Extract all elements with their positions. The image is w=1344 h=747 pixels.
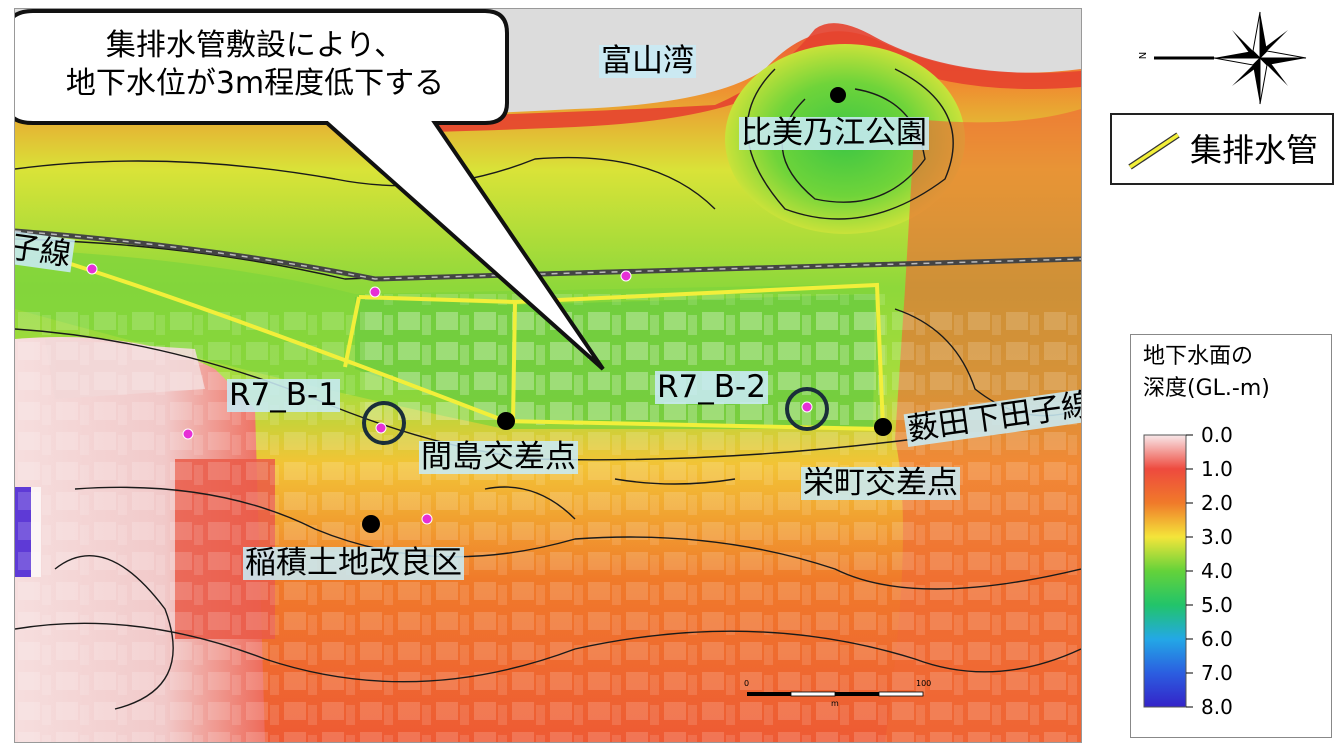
callout-line-2: 地下水位が3m程度低下する [65,65,445,101]
observation-point[interactable] [801,401,813,413]
legend-tick-label: 6.0 [1201,627,1233,651]
observation-point[interactable] [375,422,387,434]
observation-point[interactable] [369,286,381,298]
legend-depth-title: 地下水面の 深度(GL.-m) [1143,341,1270,405]
north-letter: N [1138,51,1150,60]
legend-tick-label: 0.0 [1201,423,1233,447]
park-marker[interactable] [830,87,846,103]
legend-tick-label: 1.0 [1201,457,1233,481]
callout-bubble [15,9,605,371]
observation-point[interactable] [182,428,194,440]
scale-start: 0 [744,679,750,688]
legend-tick-label: 8.0 [1201,695,1233,719]
well-r7-b1-circle[interactable] [362,401,406,445]
legend-tick-label: 7.0 [1201,661,1233,685]
legend-pipe: 集排水管 [1110,113,1334,185]
label-majima-intersection: 間島交差点 [419,439,578,475]
label-well-r7-b1: R7_B-1 [227,377,340,413]
well-r7-b2-circle[interactable] [785,387,829,431]
majima-intersection-marker[interactable] [497,412,515,430]
legend-pipe-label: 集排水管 [1190,131,1319,169]
label-district: 稲積土地改良区 [243,545,464,581]
sakae-intersection-marker[interactable] [874,418,892,436]
pipe-line-icon [1128,132,1180,170]
observation-point[interactable] [620,270,632,282]
callout-text: 集排水管敷設により、 地下水位が3m程度低下する [15,27,495,102]
label-sakae-intersection: 栄町交差点 [801,465,960,501]
observation-point[interactable] [421,513,433,525]
legend-tick-label: 5.0 [1201,593,1233,617]
label-toyama-bay: 富山湾 [599,43,696,79]
legend-depth: 地下水面の 深度(GL.-m) 0.0 1.0 2.0 3.0 4.0 5.0 6.0 7.0… [1130,334,1332,738]
legend-tick-label: 3.0 [1201,525,1233,549]
observation-point[interactable] [86,263,98,275]
district-marker[interactable] [362,515,380,533]
label-park: 比美乃江公園 [739,115,929,151]
scale-end: 100 [916,679,932,688]
drainage-pipes [54,257,885,431]
legend-tick-label: 4.0 [1201,559,1233,583]
label-line-left: 子線 [15,229,75,273]
callout-line-1: 集排水管敷設により、 [105,28,405,63]
legend-depth-title-line2: 深度(GL.-m) [1143,375,1270,401]
legend-color-ramp [1143,434,1193,708]
compass-rose-icon: N [1130,8,1310,108]
scale-bar [747,691,924,697]
railway-line [15,228,1081,282]
groundwater-depth-map[interactable]: 集排水管敷設により、 地下水位が3m程度低下する 富山湾 比美乃江公園 子線 R… [14,8,1082,743]
scale-unit: m [831,699,839,708]
legend-depth-title-line1: 地下水面の [1143,344,1254,369]
legend-tick-label: 2.0 [1201,491,1233,515]
label-well-r7-b2: R7_B-2 [655,369,768,405]
